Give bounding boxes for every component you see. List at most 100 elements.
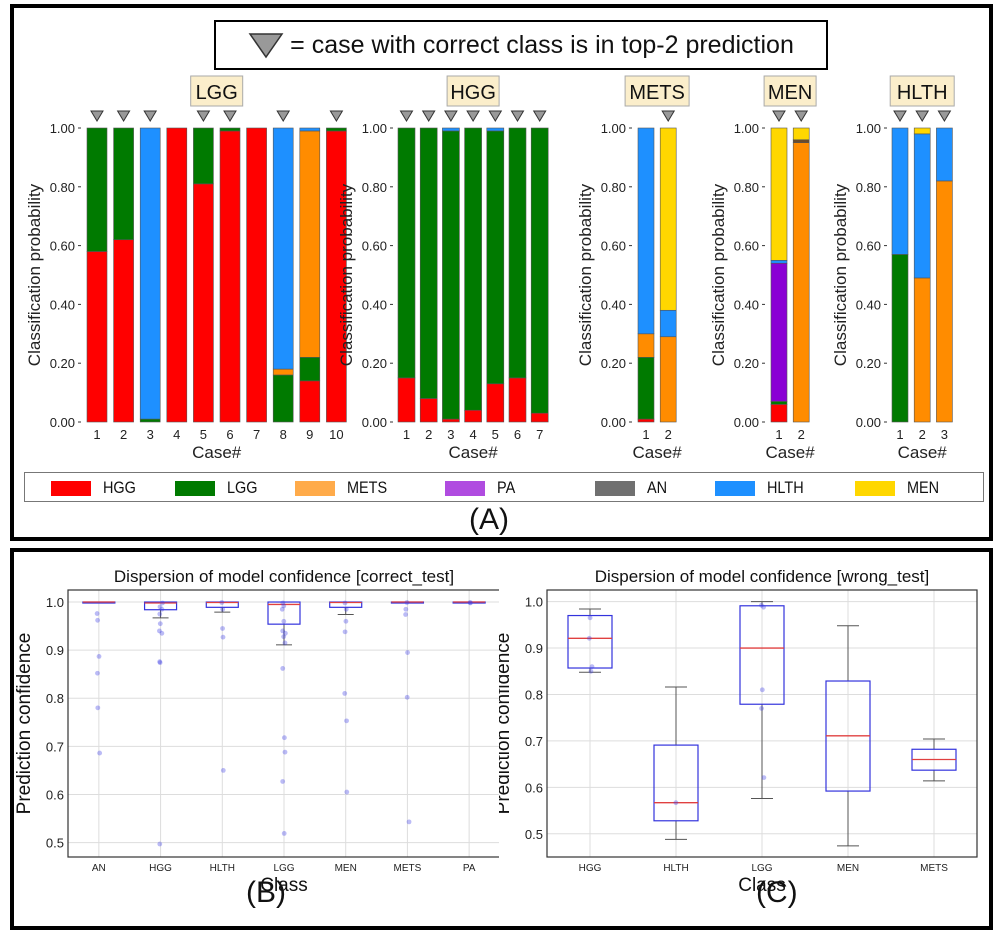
x-tick-label: MEN xyxy=(335,863,357,874)
bar-segment-hlth xyxy=(300,128,320,131)
top2-marker-icon xyxy=(938,111,950,121)
bar-segment-lgg xyxy=(140,419,160,422)
bar-segment-lgg xyxy=(442,131,459,419)
top2-marker-icon xyxy=(916,111,928,121)
top2-marker-icon xyxy=(662,111,674,121)
top2-marker-icon xyxy=(401,111,413,121)
bar-segment-men xyxy=(914,128,930,134)
x-tick-label: HGG xyxy=(149,863,172,874)
y-tick-label: 0.9 xyxy=(46,643,64,658)
y-tick-label: 1.0 xyxy=(46,595,64,610)
x-tick-label: 2 xyxy=(919,427,926,442)
bar-segment-lgg xyxy=(273,375,293,422)
x-tick-label: HGG xyxy=(579,863,602,874)
top2-marker-icon xyxy=(277,111,289,121)
data-point xyxy=(95,705,100,710)
y-tick-label: 0.7 xyxy=(46,739,64,754)
data-point xyxy=(97,751,102,756)
data-point xyxy=(158,621,163,626)
class-legend: HGG LGG METS PA AN HLTH MEN xyxy=(24,472,984,502)
bar-segment-hlth xyxy=(140,128,160,419)
bar-chart-lgg: 0.000.200.400.600.801.00Classification p… xyxy=(25,76,346,462)
bar-segment-hlth xyxy=(660,310,676,336)
data-point xyxy=(587,636,592,641)
legend-item-men: MEN xyxy=(855,478,945,498)
bar-chart-mets: 0.000.200.400.600.801.00Classification p… xyxy=(576,76,689,462)
x-tick-label: 2 xyxy=(665,427,672,442)
panel-b-label: (B) xyxy=(246,876,286,910)
data-point xyxy=(280,607,285,612)
data-point xyxy=(157,842,162,847)
legend-swatch xyxy=(595,481,635,496)
bar-segment-lgg xyxy=(300,357,320,381)
data-point xyxy=(220,607,225,612)
legend-swatch xyxy=(175,481,215,496)
y-tick-label: 1.0 xyxy=(525,595,543,610)
data-point xyxy=(344,790,349,795)
bar-segment-lgg xyxy=(509,128,526,378)
bar-segment-hgg xyxy=(771,404,787,422)
data-point xyxy=(759,706,764,711)
legend-label: LGG xyxy=(227,478,258,498)
x-tick-label: 3 xyxy=(941,427,948,442)
data-point xyxy=(97,654,102,659)
y-tick-label: 0.20 xyxy=(50,356,75,371)
top2-marker-icon xyxy=(144,111,156,121)
box-plot-title: Dispersion of model confidence [wrong_te… xyxy=(595,567,930,586)
y-tick-label: 0.80 xyxy=(601,180,626,195)
y-axis-label: Prediction confidence xyxy=(14,633,35,815)
top2-marker-icon xyxy=(330,111,342,121)
data-point xyxy=(282,831,287,836)
data-point xyxy=(281,619,286,624)
data-point xyxy=(762,775,767,780)
x-tick-label: 7 xyxy=(253,427,260,442)
x-tick-label: 1 xyxy=(642,427,649,442)
bar-segment-mets xyxy=(660,337,676,422)
data-point xyxy=(342,691,347,696)
legend-label: HLTH xyxy=(767,478,804,498)
data-point xyxy=(344,619,349,624)
top2-marker-icon xyxy=(118,111,130,121)
data-point xyxy=(344,718,349,723)
bar-segment-hgg xyxy=(167,128,187,422)
data-point xyxy=(590,664,595,669)
box-plot-wrong: Dispersion of model confidence [wrong_te… xyxy=(499,552,989,930)
data-point xyxy=(283,641,288,646)
data-point xyxy=(760,687,765,692)
x-tick-label: 1 xyxy=(896,427,903,442)
bar-segment-hgg xyxy=(220,131,240,422)
data-point xyxy=(403,612,408,617)
x-tick-label: AN xyxy=(92,863,106,874)
y-tick-label: 0.00 xyxy=(734,415,759,430)
bar-segment-men xyxy=(660,128,676,310)
top2-marker-icon xyxy=(91,111,103,121)
x-tick-label: 1 xyxy=(775,427,782,442)
legend-label: METS xyxy=(347,478,387,498)
bar-segment-mets xyxy=(273,369,293,375)
y-axis-label: Classification probability xyxy=(831,183,850,366)
top2-marker-icon xyxy=(489,111,501,121)
x-tick-label: LGG xyxy=(273,863,294,874)
bar-segment-lgg xyxy=(87,128,107,251)
bar-segment-an xyxy=(793,140,809,143)
x-tick-label: METS xyxy=(394,863,422,874)
bar-segment-lgg xyxy=(398,128,415,378)
x-tick-label: 4 xyxy=(469,427,476,442)
y-axis-label: Classification probability xyxy=(337,183,356,366)
data-point xyxy=(405,600,410,605)
legend-swatch xyxy=(715,481,755,496)
y-tick-label: 0.40 xyxy=(50,297,75,312)
legend-item-an: AN xyxy=(595,478,671,498)
x-tick-label: 6 xyxy=(226,427,233,442)
bar-segment-hgg xyxy=(398,378,415,422)
x-tick-label: 3 xyxy=(447,427,454,442)
bar-segment-mets xyxy=(638,334,654,358)
bar-segment-hlth xyxy=(771,260,787,263)
data-point xyxy=(468,601,473,606)
chart-title: MEN xyxy=(768,82,812,104)
panel-bc: Dispersion of model confidence [correct_… xyxy=(10,548,993,930)
data-point xyxy=(95,671,100,676)
data-point xyxy=(673,800,678,805)
y-axis-label: Prediction confidence xyxy=(499,633,514,815)
data-point xyxy=(343,601,348,606)
